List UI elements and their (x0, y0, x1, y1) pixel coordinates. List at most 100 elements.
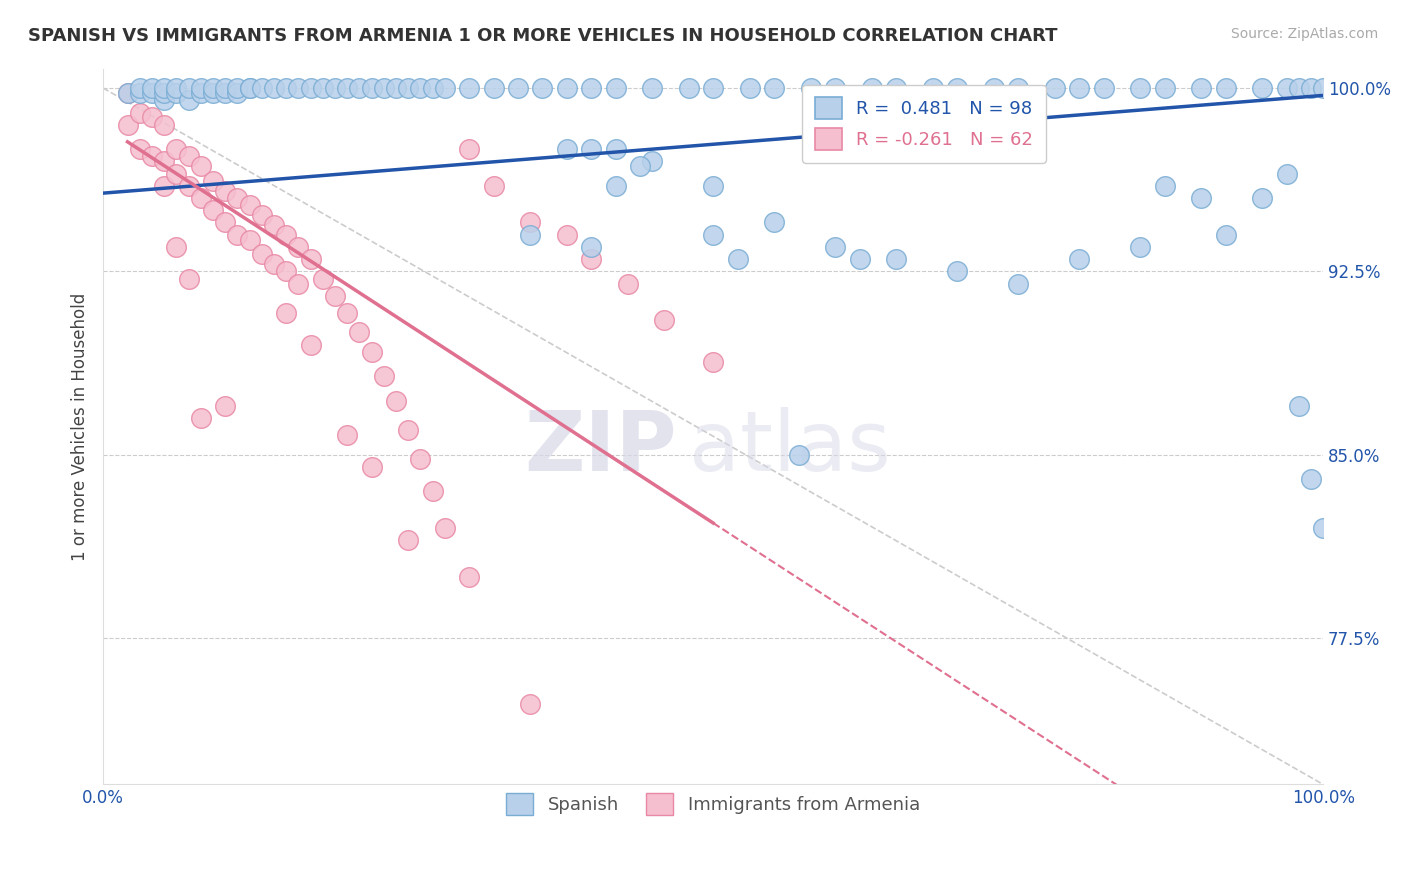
Point (276, 81, 298, 95)
Point (177, 271, 200, 285)
Legend: Spanish, Immigrants from Armenia: Spanish, Immigrants from Armenia (495, 781, 931, 825)
Point (983, 81, 1005, 95)
Point (396, 81, 419, 95)
Point (263, 257, 285, 271)
Point (349, 81, 371, 95)
Point (605, 178, 627, 193)
Point (482, 81, 505, 95)
Point (409, 81, 432, 95)
Point (190, 86, 212, 100)
Point (824, 81, 846, 95)
Point (226, 86, 249, 100)
Point (238, 233, 260, 247)
Point (299, 337, 322, 351)
Point (177, 81, 200, 95)
Point (1251, 81, 1274, 95)
Point (409, 452, 432, 467)
Point (214, 215, 236, 229)
Point (336, 81, 359, 95)
Point (165, 142, 187, 156)
Point (336, 306, 359, 320)
Point (177, 149, 200, 163)
Point (153, 93, 176, 107)
Point (128, 105, 150, 120)
Point (1007, 277, 1029, 291)
Y-axis label: 1 or more Vehicles in Household: 1 or more Vehicles in Household (72, 293, 89, 560)
Point (824, 240, 846, 254)
Point (226, 191, 249, 205)
Point (385, 393, 408, 408)
Point (422, 81, 444, 95)
Point (349, 326, 371, 340)
Point (128, 86, 150, 100)
Point (141, 149, 163, 163)
Point (946, 81, 969, 95)
Point (153, 178, 176, 193)
Point (1007, 81, 1029, 95)
Point (1299, 472, 1322, 486)
Point (263, 81, 285, 95)
Point (702, 355, 724, 369)
Point (165, 167, 187, 181)
Point (276, 306, 298, 320)
Point (605, 81, 627, 95)
Point (458, 142, 481, 156)
Point (433, 81, 456, 95)
Point (1069, 81, 1091, 95)
Point (579, 252, 602, 266)
Point (1189, 81, 1212, 95)
Point (579, 142, 602, 156)
Point (360, 459, 382, 474)
Point (238, 81, 260, 95)
Point (117, 86, 139, 100)
Point (652, 313, 675, 327)
Point (605, 142, 627, 156)
Point (141, 81, 163, 95)
Point (555, 227, 578, 242)
Point (519, 227, 541, 242)
Point (299, 252, 322, 266)
Point (884, 252, 907, 266)
Point (1299, 81, 1322, 95)
Point (201, 203, 224, 218)
Point (153, 118, 176, 132)
Point (1129, 240, 1152, 254)
Point (238, 198, 260, 212)
Point (678, 81, 700, 95)
Point (1275, 81, 1298, 95)
Point (312, 81, 335, 95)
Point (214, 399, 236, 413)
Point (141, 111, 163, 125)
Point (848, 252, 870, 266)
Point (800, 81, 823, 95)
Point (201, 86, 224, 100)
Point (177, 93, 200, 107)
Point (226, 227, 249, 242)
Point (190, 81, 212, 95)
Point (312, 271, 335, 285)
Point (190, 191, 212, 205)
Point (555, 81, 578, 95)
Point (276, 264, 298, 278)
Point (1215, 227, 1237, 242)
Point (702, 178, 724, 193)
Point (250, 247, 273, 261)
Point (458, 570, 481, 584)
Point (616, 277, 638, 291)
Point (177, 178, 200, 193)
Point (299, 81, 322, 95)
Point (360, 345, 382, 359)
Point (641, 154, 664, 169)
Point (141, 86, 163, 100)
Point (190, 411, 212, 425)
Point (117, 118, 139, 132)
Point (153, 154, 176, 169)
Text: SPANISH VS IMMIGRANTS FROM ARMENIA 1 OR MORE VEHICLES IN HOUSEHOLD CORRELATION C: SPANISH VS IMMIGRANTS FROM ARMENIA 1 OR … (28, 27, 1057, 45)
Point (1288, 81, 1310, 95)
Point (336, 428, 359, 442)
Point (1312, 521, 1334, 535)
Point (250, 81, 273, 95)
Point (1189, 191, 1212, 205)
Point (373, 81, 395, 95)
Point (579, 240, 602, 254)
